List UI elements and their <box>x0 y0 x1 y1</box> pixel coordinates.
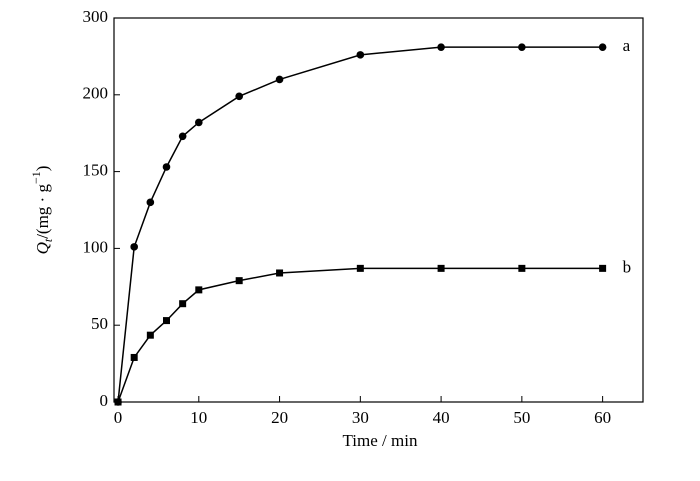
series-line <box>117 46 603 403</box>
marker <box>195 286 203 294</box>
plot-frame <box>113 17 644 403</box>
marker <box>276 269 284 277</box>
marker <box>235 277 243 285</box>
x-tick-label: 0 <box>114 408 123 427</box>
y-tick-label: 200 <box>83 84 109 103</box>
y-label-sup: −1 <box>29 171 43 184</box>
marker <box>179 300 187 308</box>
x-tick-label: 60 <box>594 408 611 427</box>
marker <box>235 92 243 101</box>
marker <box>130 353 138 361</box>
y-label-sub: t <box>41 238 55 242</box>
y-tick-label: 0 <box>100 391 109 410</box>
y-tick-label: 50 <box>91 314 108 333</box>
marker <box>275 75 284 84</box>
marker <box>114 398 122 406</box>
marker <box>130 243 138 251</box>
marker <box>598 43 607 51</box>
marker <box>518 264 526 272</box>
marker <box>356 51 365 59</box>
marker <box>146 198 155 207</box>
x-axis-label: Time / min <box>343 431 418 450</box>
x-tick-label: 10 <box>190 408 207 427</box>
y-tick-label: 300 <box>83 7 109 26</box>
x-tick-label: 20 <box>271 408 288 427</box>
series-line <box>117 267 603 403</box>
marker <box>356 264 364 272</box>
x-tick-label: 40 <box>433 408 450 427</box>
y-tick-label: 150 <box>83 161 109 180</box>
y-axis-label: Qt/(mg · g−1) <box>29 166 55 255</box>
marker <box>146 331 154 339</box>
marker <box>162 317 170 325</box>
x-tick-label: 50 <box>513 408 530 427</box>
x-tick-label: 30 <box>352 408 369 427</box>
marker <box>599 264 607 272</box>
series-label: a <box>623 36 631 55</box>
marker <box>518 43 526 51</box>
marker <box>437 264 445 272</box>
y-label-main: Q <box>33 242 52 254</box>
y-tick-label: 100 <box>83 237 109 256</box>
y-label-rest: /(mg · g <box>33 184 52 239</box>
marker <box>178 132 187 141</box>
series-label: b <box>623 257 632 276</box>
marker <box>162 163 171 171</box>
y-label-end: ) <box>33 166 52 172</box>
marker <box>195 118 203 127</box>
marker <box>437 43 445 51</box>
